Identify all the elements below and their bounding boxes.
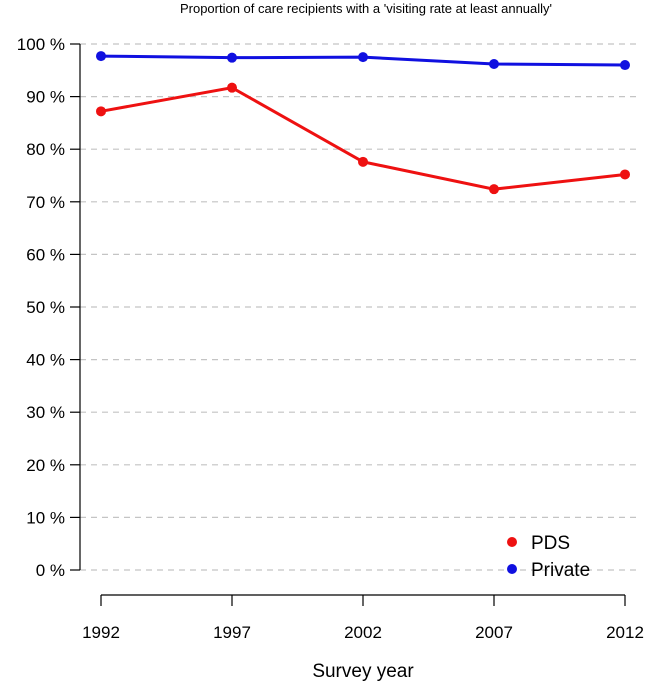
x-axis-title: Survey year xyxy=(312,661,414,682)
y-axis: 0 % 10 % 20 % 30 % 40 % 50 % 60 % 70 % 80 % 90 % 1… xyxy=(17,35,80,580)
legend-label: Private xyxy=(531,560,590,581)
y-tick-label: 70 % xyxy=(26,193,65,212)
y-tick-label: 30 % xyxy=(26,403,65,422)
data-point xyxy=(489,184,499,195)
gridlines xyxy=(80,43,640,571)
y-tick-label: 100 % xyxy=(17,35,65,54)
y-tick-label: 0 % xyxy=(36,561,65,580)
y-tick-label: 60 % xyxy=(26,245,65,264)
y-tick-label: 40 % xyxy=(26,351,65,370)
legend-item: PDS xyxy=(507,533,570,554)
data-point xyxy=(96,106,106,117)
x-tick-label: 1992 xyxy=(82,623,120,642)
x-axis: 1992 1997 2002 2007 2012 xyxy=(82,595,644,642)
data-point xyxy=(620,60,630,71)
data-point xyxy=(620,169,630,180)
series-pds xyxy=(96,82,630,195)
legend-marker xyxy=(507,537,517,547)
legend-marker xyxy=(507,564,517,574)
data-point xyxy=(358,156,368,167)
series-private xyxy=(96,51,630,71)
plot-area xyxy=(96,51,630,195)
y-tick-label: 20 % xyxy=(26,456,65,475)
y-tick-label: 10 % xyxy=(26,508,65,527)
data-point xyxy=(96,51,106,62)
data-point xyxy=(358,52,368,63)
x-tick-label: 1997 xyxy=(213,623,251,642)
series-line xyxy=(100,86,626,191)
data-point xyxy=(227,82,237,93)
y-tick-label: 90 % xyxy=(26,88,65,107)
legend-label: PDS xyxy=(531,533,570,554)
x-tick-label: 2002 xyxy=(344,623,382,642)
x-tick-label: 2012 xyxy=(606,623,644,642)
data-point xyxy=(489,58,499,69)
legend: PDS Private xyxy=(507,533,590,581)
x-tick-label: 2007 xyxy=(475,623,513,642)
data-point xyxy=(227,52,237,63)
chart-title: Proportion of care recipients with a 'vi… xyxy=(180,1,552,16)
y-tick-label: 80 % xyxy=(26,140,65,159)
y-tick-label: 50 % xyxy=(26,298,65,317)
legend-item: Private xyxy=(507,560,590,581)
